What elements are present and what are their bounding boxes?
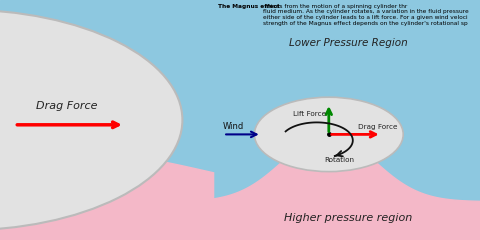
Text: Wind: Wind	[222, 122, 243, 131]
Text: Drag Force: Drag Force	[36, 101, 98, 111]
Text: arises from the motion of a spinning cylinder thr
fluid medium. As the cylinder : arises from the motion of a spinning cyl…	[263, 4, 468, 26]
Bar	[0, 0, 214, 240]
Circle shape	[254, 97, 403, 172]
Text: Higher pressure region: Higher pressure region	[284, 213, 412, 223]
Text: Lift Force: Lift Force	[293, 111, 326, 117]
Text: Rotation: Rotation	[324, 157, 354, 163]
Text: The Magnus effect: The Magnus effect	[218, 4, 280, 9]
Polygon shape	[214, 134, 480, 240]
Circle shape	[0, 10, 182, 230]
Text: Drag Force: Drag Force	[358, 124, 397, 130]
Polygon shape	[0, 154, 214, 240]
Text: Lower Pressure Region: Lower Pressure Region	[288, 38, 408, 48]
Bar	[214, 0, 480, 240]
